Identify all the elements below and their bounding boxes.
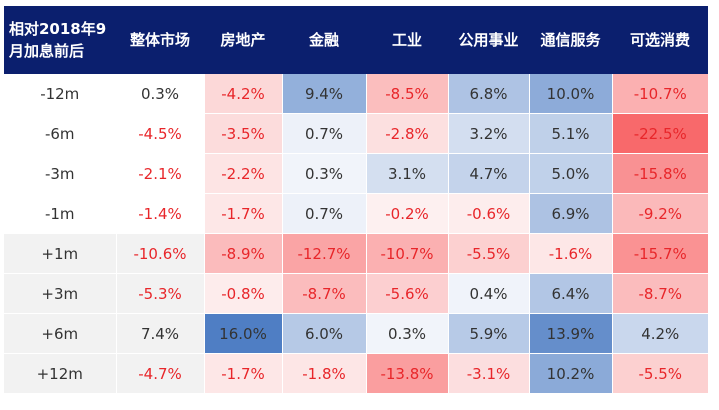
value-cell: 0.7% — [281, 193, 366, 234]
table-row: +3m -5.3% -0.8% -8.7% -5.6% 0.4% 6.4% -8.7% — [4, 273, 708, 314]
value-cell: 13.9% — [528, 313, 612, 354]
table-row: +1m -10.6% -8.9% -12.7% -10.7% -5.5% -1.6% -15.… — [4, 233, 708, 274]
value-cell: -5.6% — [365, 273, 448, 314]
value-cell: 0.4% — [447, 273, 529, 314]
row-label: +3m — [4, 273, 116, 314]
table-row: -1m -1.4% -1.7% 0.7% -0.2% -0.6% 6.9% -9.2% — [4, 193, 708, 234]
value-cell: 9.4% — [281, 74, 366, 114]
value-cell: 6.0% — [281, 313, 366, 354]
value-cell: -13.8% — [365, 353, 448, 394]
row-label: +12m — [4, 353, 116, 394]
value-cell: -22.5% — [611, 113, 708, 154]
value-cell: 6.4% — [528, 273, 612, 314]
value-cell: 10.2% — [528, 353, 612, 394]
value-cell: -1.7% — [203, 193, 282, 234]
table-row: -3m -2.1% -2.2% 0.3% 3.1% 4.7% 5.0% -15.8% — [4, 153, 708, 194]
sector-return-heatmap: 相对2018年9月加息前后 整体市场 房地产 金融 工业 公用事业 通信服务 可选消费 -1… — [4, 6, 708, 394]
value-cell: -5.5% — [447, 233, 529, 274]
value-cell: -10.7% — [611, 74, 708, 114]
value-cell: -1.4% — [115, 193, 204, 234]
value-cell: -15.8% — [611, 153, 708, 194]
value-cell: -10.6% — [115, 233, 204, 274]
value-cell: -2.8% — [365, 113, 448, 154]
value-cell: -3.1% — [447, 353, 529, 394]
value-cell: 4.7% — [447, 153, 529, 194]
value-cell: -5.3% — [115, 273, 204, 314]
column-header: 可选消费 — [612, 6, 708, 74]
value-cell: -0.8% — [203, 273, 282, 314]
row-label: +1m — [4, 233, 116, 274]
value-cell: -1.8% — [281, 353, 366, 394]
value-cell: -4.2% — [203, 74, 282, 114]
column-header: 金融 — [282, 6, 366, 74]
value-cell: -2.1% — [115, 153, 204, 194]
value-cell: 6.8% — [447, 74, 529, 114]
value-cell: 16.0% — [203, 313, 282, 354]
value-cell: 10.0% — [528, 74, 612, 114]
header-row: 相对2018年9月加息前后 整体市场 房地产 金融 工业 公用事业 通信服务 可选消费 — [4, 6, 708, 74]
row-label: -12m — [4, 74, 116, 114]
column-header: 房地产 — [204, 6, 282, 74]
value-cell: -8.5% — [365, 74, 448, 114]
table-row: +12m -4.7% -1.7% -1.8% -13.8% -3.1% 10.2% -5.5% — [4, 353, 708, 394]
column-header: 整体市场 — [116, 6, 204, 74]
value-cell: 4.2% — [611, 313, 708, 354]
value-cell: 3.1% — [365, 153, 448, 194]
value-cell: 5.9% — [447, 313, 529, 354]
value-cell: -10.7% — [365, 233, 448, 274]
table-body: -12m 0.3% -4.2% 9.4% -8.5% 6.8% 10.0% -10.7% -6m… — [4, 74, 708, 394]
value-cell: 5.0% — [528, 153, 612, 194]
value-cell: -9.2% — [611, 193, 708, 234]
row-label: +6m — [4, 313, 116, 354]
table-row: -12m 0.3% -4.2% 9.4% -8.5% 6.8% 10.0% -10.7% — [4, 74, 708, 114]
value-cell: 0.7% — [281, 113, 366, 154]
value-cell: 6.9% — [528, 193, 612, 234]
value-cell: 0.3% — [115, 74, 204, 114]
table-row: -6m -4.5% -3.5% 0.7% -2.8% 3.2% 5.1% -22.5% — [4, 113, 708, 154]
value-cell: -8.7% — [611, 273, 708, 314]
column-header: 公用事业 — [448, 6, 529, 74]
value-cell: -3.5% — [203, 113, 282, 154]
value-cell: -5.5% — [611, 353, 708, 394]
value-cell: -4.5% — [115, 113, 204, 154]
value-cell: -4.7% — [115, 353, 204, 394]
corner-header: 相对2018年9月加息前后 — [4, 6, 116, 74]
row-label: -6m — [4, 113, 116, 154]
value-cell: 7.4% — [115, 313, 204, 354]
column-header: 工业 — [366, 6, 448, 74]
value-cell: -8.9% — [203, 233, 282, 274]
value-cell: -1.6% — [528, 233, 612, 274]
value-cell: -1.7% — [203, 353, 282, 394]
value-cell: -2.2% — [203, 153, 282, 194]
column-header: 通信服务 — [529, 6, 612, 74]
value-cell: 0.3% — [365, 313, 448, 354]
table-row: +6m 7.4% 16.0% 6.0% 0.3% 5.9% 13.9% 4.2% — [4, 313, 708, 354]
value-cell: 5.1% — [528, 113, 612, 154]
value-cell: -0.6% — [447, 193, 529, 234]
value-cell: -12.7% — [281, 233, 366, 274]
value-cell: 0.3% — [281, 153, 366, 194]
row-label: -1m — [4, 193, 116, 234]
value-cell: -15.7% — [611, 233, 708, 274]
value-cell: -8.7% — [281, 273, 366, 314]
value-cell: -0.2% — [365, 193, 448, 234]
value-cell: 3.2% — [447, 113, 529, 154]
row-label: -3m — [4, 153, 116, 194]
